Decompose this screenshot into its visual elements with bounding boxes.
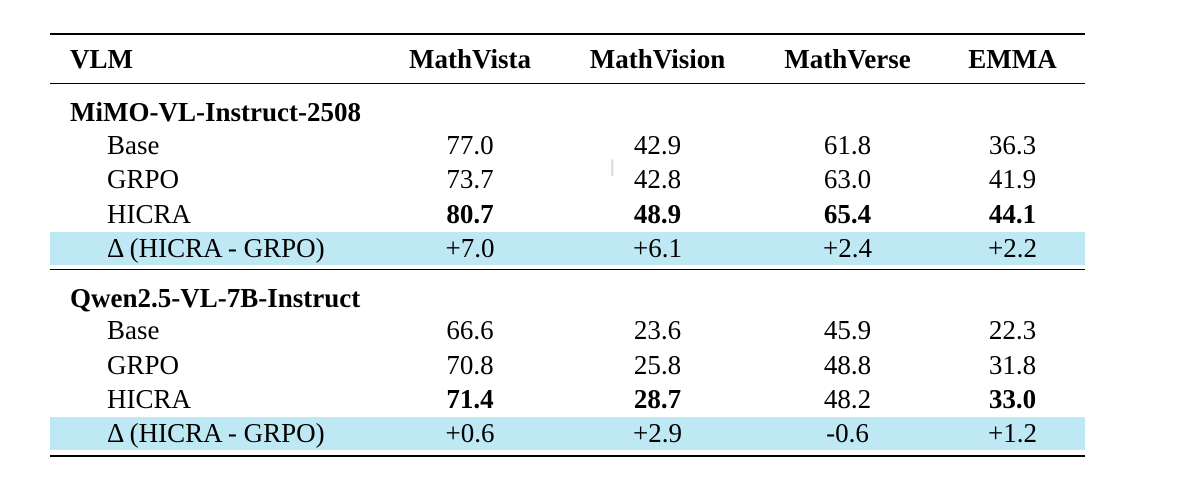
delta-cell: +2.2	[940, 231, 1085, 265]
column-header-mathvista: MathVista	[380, 33, 560, 84]
delta-row: Δ (HICRA - GRPO) +0.6 +2.9 -0.6 +1.2	[50, 417, 1085, 450]
column-header-mathvision: MathVision	[560, 33, 755, 84]
delta-label: Δ (HICRA - GRPO)	[50, 231, 380, 265]
delta-cell: +1.2	[940, 417, 1085, 450]
table-cell: 73.7	[446, 164, 494, 195]
results-table: VLM MathVista MathVision MathVerse EMMA …	[50, 33, 1085, 457]
row-label: GRPO	[107, 164, 180, 195]
table-cell: 63.0	[823, 164, 872, 195]
table-cell: 22.3	[988, 315, 1037, 346]
text-cursor-icon: I	[609, 157, 616, 182]
group-name: MiMO-VL-Instruct-2508	[70, 97, 361, 127]
table-cell: 31.8	[988, 349, 1037, 380]
table-bottom-rule	[50, 450, 1085, 457]
delta-cell: +6.1	[560, 231, 755, 265]
delta-cell: +2.9	[560, 417, 755, 450]
delta-cell: -0.6	[755, 417, 940, 450]
table-cell-best: 65.4	[823, 198, 872, 229]
row-label: HICRA	[107, 384, 192, 415]
table-row: HICRA 71.4 28.7 48.2 33.0	[50, 383, 1085, 418]
table-cell: 42.9	[633, 129, 682, 160]
table-cell: 41.9	[988, 164, 1037, 195]
delta-cell: +7.0	[380, 231, 560, 265]
column-header-mathverse: MathVerse	[755, 33, 940, 84]
group-name: Qwen2.5-VL-7B-Instruct	[70, 282, 361, 313]
table-row: Base 77.0 42.9 61.8 36.3	[50, 128, 1085, 163]
column-header-vlm: VLM	[50, 33, 380, 84]
table-cell: 36.3	[988, 129, 1037, 160]
table-cell: 45.9	[823, 315, 872, 346]
section-divider	[50, 264, 1085, 270]
table-cell: 70.8	[446, 349, 494, 380]
table-cell-best: 71.4	[446, 384, 494, 415]
table-cell: 42.8	[633, 164, 682, 195]
row-label: Base	[107, 129, 160, 160]
table-cell-best: 48.9	[633, 198, 682, 229]
delta-cell: +0.6	[380, 417, 560, 450]
group-header-row: MiMO-VL-Instruct-2508	[50, 84, 1085, 129]
table-row: HICRA 80.7 48.9 65.4 44.1	[50, 197, 1085, 232]
table-header-row: VLM MathVista MathVision MathVerse EMMA	[50, 33, 1085, 84]
row-label: GRPO	[107, 349, 180, 380]
row-label: HICRA	[107, 198, 192, 229]
table-cell: 61.8	[823, 129, 872, 160]
table-row: GRPO 70.8 25.8 48.8 31.8	[50, 348, 1085, 383]
table-cell: 23.6	[633, 315, 682, 346]
table-cell-best: 28.7	[633, 384, 682, 415]
delta-cell: +2.4	[755, 231, 940, 265]
table-cell: 66.6	[446, 315, 494, 346]
table-cell: 25.8	[633, 349, 682, 380]
results-table-container: VLM MathVista MathVision MathVerse EMMA …	[50, 33, 1085, 457]
delta-label: Δ (HICRA - GRPO)	[50, 417, 380, 450]
column-header-emma: EMMA	[940, 33, 1085, 84]
table-row: GRPO 73.7 42.8 63.0 41.9	[50, 163, 1085, 198]
table-cell: 77.0	[446, 129, 494, 160]
table-cell: 48.2	[823, 384, 872, 415]
table-cell-best: 80.7	[446, 198, 494, 229]
row-label: Base	[107, 315, 160, 346]
table-cell-best: 44.1	[988, 198, 1037, 229]
table-cell-best: 33.0	[988, 384, 1037, 415]
table-cell: 48.8	[823, 349, 872, 380]
table-row: Base 66.6 23.6 45.9 22.3	[50, 314, 1085, 349]
group-header-row: Qwen2.5-VL-7B-Instruct	[50, 269, 1085, 314]
delta-row: Δ (HICRA - GRPO) +7.0 +6.1 +2.4 +2.2	[50, 231, 1085, 265]
